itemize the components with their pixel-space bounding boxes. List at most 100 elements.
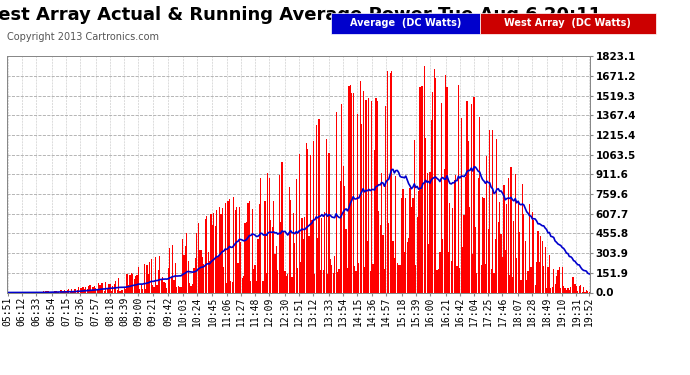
Bar	[280, 222, 282, 292]
Bar	[115, 281, 117, 292]
Bar	[556, 276, 557, 292]
Bar	[495, 238, 496, 292]
Bar	[522, 184, 523, 292]
Bar	[296, 179, 297, 292]
Bar	[233, 197, 235, 292]
Bar	[339, 181, 341, 292]
Bar	[97, 289, 98, 292]
Bar	[117, 290, 118, 292]
Bar	[364, 267, 365, 292]
Bar	[193, 267, 195, 292]
Bar	[587, 291, 589, 292]
Bar	[586, 290, 587, 292]
Bar	[397, 263, 398, 292]
Bar	[520, 280, 522, 292]
Bar	[468, 141, 469, 292]
Bar	[206, 216, 207, 292]
Bar	[415, 265, 416, 292]
Bar	[518, 202, 519, 292]
Bar	[224, 202, 226, 292]
Bar	[177, 285, 179, 292]
Bar	[449, 203, 451, 292]
Bar	[573, 278, 574, 292]
Bar	[485, 264, 486, 292]
Bar	[290, 200, 291, 292]
Bar	[335, 112, 337, 292]
Bar	[95, 288, 97, 292]
Bar	[144, 264, 145, 292]
Bar	[317, 238, 318, 292]
Bar	[243, 276, 244, 292]
Bar	[104, 291, 105, 292]
Bar	[230, 281, 231, 292]
Bar	[400, 265, 401, 292]
Bar	[406, 242, 408, 292]
Bar	[367, 241, 368, 292]
Bar	[333, 273, 334, 292]
Bar	[125, 289, 126, 292]
Bar	[91, 291, 92, 292]
Bar	[291, 278, 293, 292]
Bar	[145, 289, 146, 292]
Bar	[46, 291, 47, 292]
Bar	[353, 93, 354, 292]
Bar	[264, 201, 266, 292]
Bar	[362, 91, 364, 292]
Bar	[513, 220, 515, 292]
Bar	[343, 166, 344, 292]
Bar	[580, 285, 581, 292]
Bar	[527, 270, 529, 292]
Bar	[328, 153, 330, 292]
Bar	[255, 266, 256, 292]
Bar	[330, 258, 331, 292]
Bar	[314, 274, 315, 292]
Bar	[162, 277, 164, 292]
Bar	[405, 198, 406, 292]
Bar	[456, 266, 457, 292]
Bar	[92, 286, 94, 292]
Bar	[424, 66, 425, 292]
Bar	[361, 123, 362, 292]
Bar	[205, 219, 206, 292]
Bar	[544, 247, 546, 292]
Bar	[189, 283, 190, 292]
Bar	[524, 241, 526, 292]
Bar	[270, 220, 271, 292]
Bar	[277, 270, 278, 292]
Bar	[529, 204, 530, 292]
Bar	[395, 176, 397, 292]
Bar	[350, 84, 351, 292]
Bar	[152, 285, 153, 292]
Bar	[283, 231, 284, 292]
Bar	[221, 208, 223, 292]
Bar	[559, 267, 560, 292]
Bar	[515, 174, 516, 292]
Bar	[176, 287, 177, 292]
Bar	[337, 272, 338, 292]
Bar	[170, 277, 172, 292]
Bar	[398, 266, 400, 292]
Bar	[420, 87, 421, 292]
Bar	[112, 286, 113, 292]
Bar	[215, 226, 216, 292]
Bar	[359, 81, 361, 292]
Bar	[71, 289, 72, 292]
Bar	[402, 189, 404, 292]
Bar	[78, 287, 79, 292]
Bar	[404, 252, 405, 292]
Bar	[569, 290, 570, 292]
Bar	[106, 288, 108, 292]
Bar	[247, 203, 248, 292]
Bar	[164, 282, 165, 292]
Bar	[385, 105, 386, 292]
Bar	[182, 239, 183, 292]
Bar	[294, 243, 295, 292]
Bar	[302, 217, 303, 292]
Bar	[75, 289, 77, 292]
Bar	[273, 201, 274, 292]
Bar	[324, 212, 326, 292]
Bar	[523, 214, 524, 292]
Bar	[256, 281, 257, 292]
Bar	[334, 256, 335, 292]
Bar	[99, 285, 101, 292]
